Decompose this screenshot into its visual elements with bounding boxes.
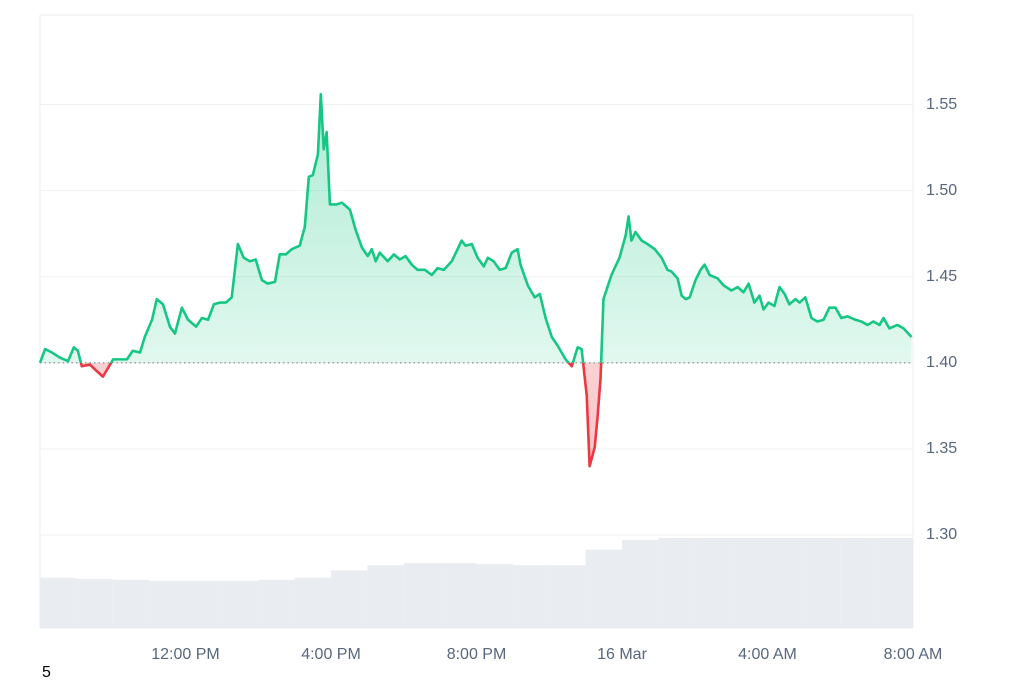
footnote: 5: [42, 664, 51, 681]
x-tick-label: 8:00 AM: [884, 646, 943, 663]
volume-bar: [331, 570, 368, 628]
y-tick-label: 1.35: [926, 440, 957, 457]
y-tick-label: 1.30: [926, 526, 957, 543]
volume-bar: [403, 563, 441, 628]
y-tick-label: 1.55: [926, 96, 957, 113]
volume-bar: [803, 538, 841, 628]
volume-bar: [367, 565, 404, 628]
y-tick-label: 1.45: [926, 268, 957, 285]
x-tick-label: 12:00 PM: [151, 646, 219, 663]
volume-bar: [258, 579, 295, 628]
volume-bar: [112, 579, 150, 628]
volume-bar: [512, 565, 550, 628]
volume-bar: [40, 577, 77, 628]
price-line-up: [38, 92, 913, 363]
volume-bar: [440, 563, 477, 628]
area-fill-up: [40, 94, 912, 363]
volume-bar: [294, 577, 331, 628]
volume-bar: [585, 549, 622, 628]
volume-bar: [221, 580, 259, 628]
volume-bar: [185, 580, 222, 628]
y-tick-label: 1.50: [926, 182, 957, 199]
volume-bar: [767, 538, 804, 628]
volume-bar: [658, 538, 695, 628]
x-tick-label: 16 Mar: [597, 646, 647, 663]
volume-bar: [876, 538, 913, 628]
volume-bar: [149, 580, 186, 628]
volume-bar: [622, 540, 659, 628]
volume-bar: [694, 538, 732, 628]
x-tick-label: 4:00 AM: [738, 646, 797, 663]
x-tick-label: 4:00 PM: [301, 646, 361, 663]
x-tick-label: 8:00 PM: [447, 646, 507, 663]
volume-bar: [476, 564, 513, 628]
volume-bar: [840, 538, 877, 628]
volume-bar: [549, 565, 586, 628]
volume-bar: [76, 578, 113, 628]
volume-bar: [731, 538, 768, 628]
y-tick-label: 1.40: [926, 354, 957, 371]
